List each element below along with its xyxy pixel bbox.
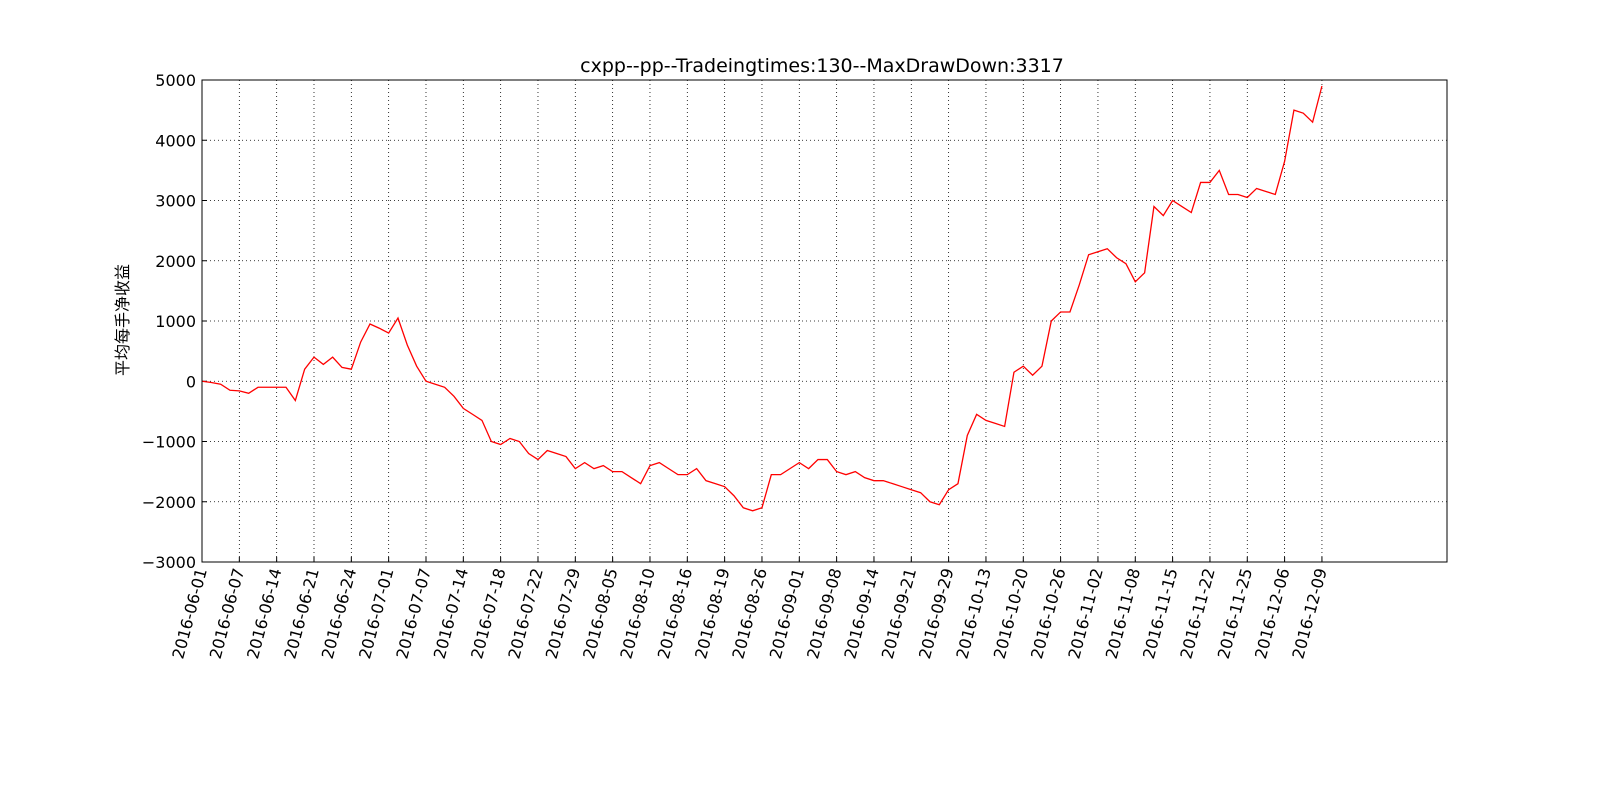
y-tick-label: −2000 <box>142 493 196 512</box>
x-tick-label: 2016-11-15 <box>1139 566 1181 661</box>
x-tick-label: 2016-11-02 <box>1064 566 1106 661</box>
x-tick-label: 2016-08-16 <box>654 566 696 661</box>
x-tick-label: 2016-06-21 <box>280 566 322 661</box>
x-tick-label: 2016-07-18 <box>467 566 509 661</box>
y-tick-label: 0 <box>186 372 196 391</box>
y-tick-label: −1000 <box>142 433 196 452</box>
x-tick-label: 2016-11-22 <box>1176 566 1218 661</box>
x-tick-label: 2016-09-01 <box>766 566 808 661</box>
chart-title: cxpp--pp--Tradeingtimes:130--MaxDrawDown… <box>580 55 1064 77</box>
x-tick-label: 2016-07-07 <box>392 566 434 661</box>
x-tick-label: 2016-07-22 <box>504 566 546 661</box>
x-tick-label: 2016-10-20 <box>990 566 1032 661</box>
x-tick-label: 2016-09-08 <box>803 566 845 661</box>
x-tick-label: 2016-12-09 <box>1288 566 1330 661</box>
y-tick-label: −3000 <box>142 553 196 572</box>
x-tick-label: 2016-07-01 <box>355 566 397 661</box>
x-tick-label: 2016-07-14 <box>430 566 472 661</box>
x-tick-label: 2016-06-14 <box>243 566 285 661</box>
x-tick-label: 2016-06-01 <box>168 566 210 661</box>
x-tick-label: 2016-06-24 <box>318 566 360 661</box>
y-axis-label: 平均每手净收益 <box>113 264 132 376</box>
x-tick-label: 2016-09-14 <box>840 566 882 661</box>
y-tick-label: 4000 <box>155 131 196 150</box>
data-line <box>201 85 1323 512</box>
x-tick-label: 2016-08-10 <box>616 566 658 661</box>
x-tick-label: 2016-11-25 <box>1214 566 1256 661</box>
y-tick-label: 5000 <box>155 71 196 90</box>
x-tick-label: 2016-09-21 <box>878 566 920 661</box>
x-tick-label: 2016-07-29 <box>542 566 584 661</box>
x-tick-label: 2016-11-08 <box>1102 566 1144 661</box>
y-tick-label: 2000 <box>155 252 196 271</box>
x-tick-label: 2016-09-29 <box>915 566 957 661</box>
x-tick-label: 2016-08-26 <box>728 566 770 661</box>
x-tick-label: 2016-08-19 <box>691 566 733 661</box>
x-tick-label: 2016-10-13 <box>952 566 994 661</box>
y-tick-label: 3000 <box>155 192 196 211</box>
x-tick-label: 2016-10-26 <box>1027 566 1069 661</box>
y-tick-label: 1000 <box>155 312 196 331</box>
x-tick-label: 2016-12-06 <box>1251 566 1293 661</box>
plot-frame <box>201 79 1448 563</box>
x-tick-label: 2016-06-07 <box>206 566 248 661</box>
x-tick-label: 2016-08-05 <box>579 566 621 661</box>
